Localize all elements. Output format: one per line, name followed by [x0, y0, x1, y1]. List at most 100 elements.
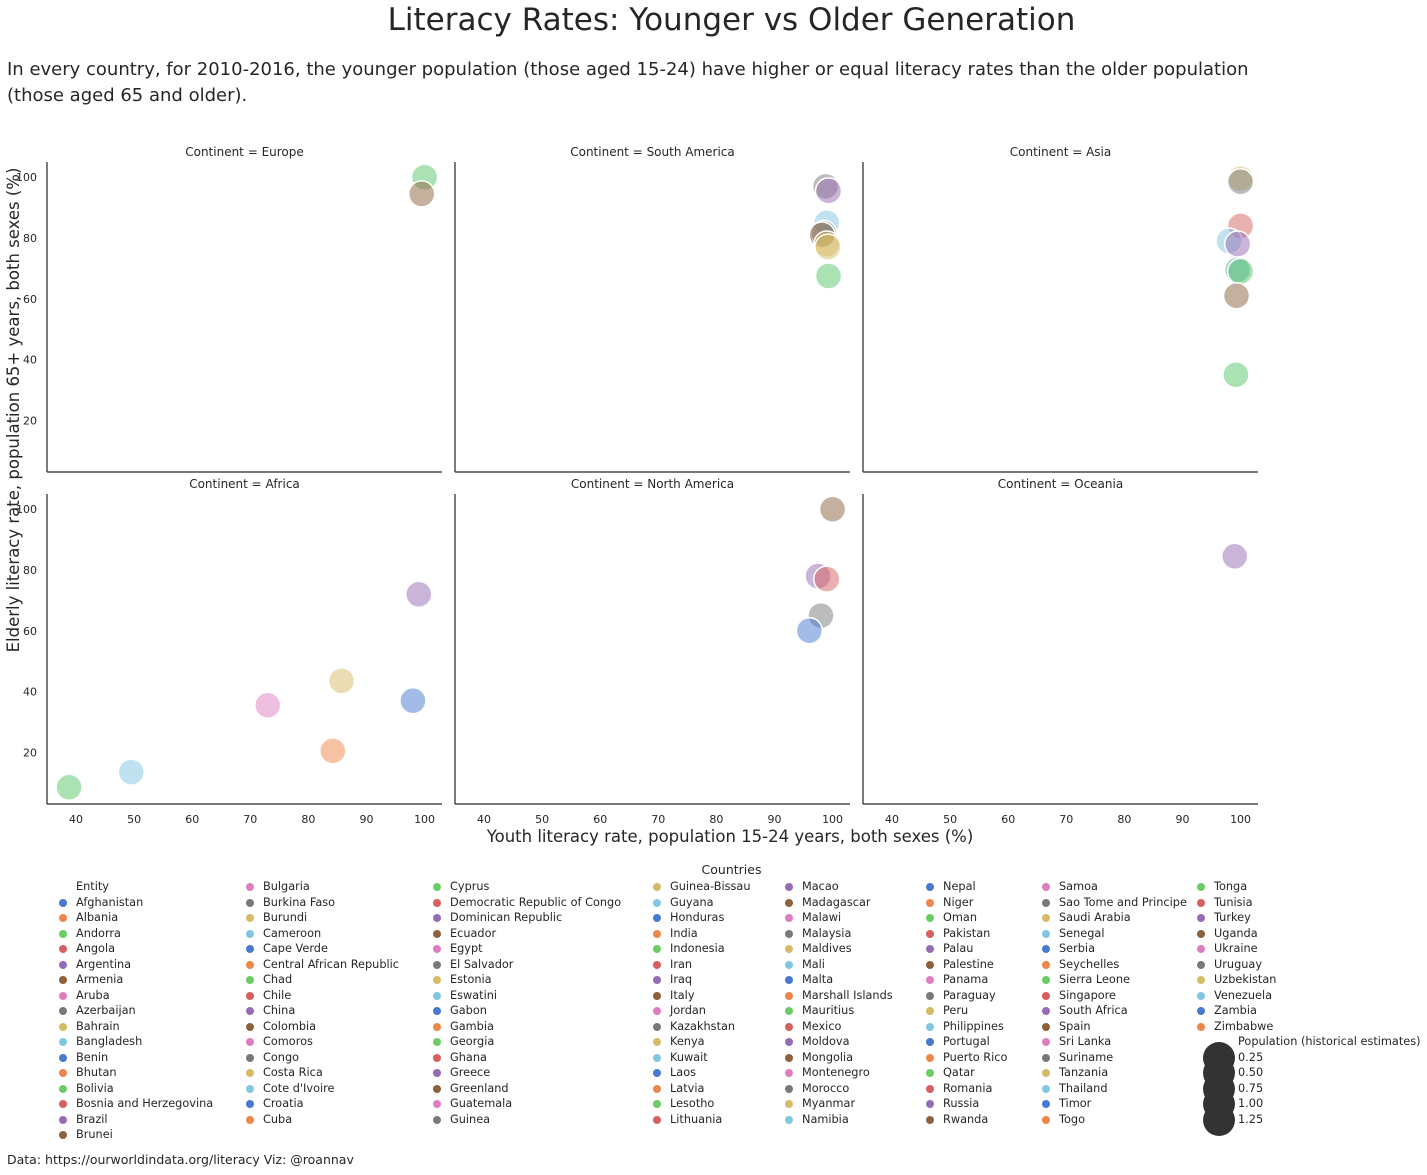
legend-item: Armenia: [53, 972, 283, 988]
legend-label: Central African Republic: [263, 957, 399, 971]
legend-label: Spain: [1059, 1019, 1091, 1033]
legend-item: Samoa: [1036, 879, 1266, 895]
legend-item: Uganda: [1191, 926, 1421, 942]
legend-label: Guyana: [670, 895, 714, 909]
legend-item: Paraguay: [920, 988, 1150, 1004]
legend-item: Romania: [920, 1081, 1150, 1097]
legend-item: Oman: [920, 910, 1150, 926]
panel-title: Continent = North America: [571, 477, 734, 491]
legend-label: Thailand: [1059, 1081, 1108, 1095]
legend-label: Romania: [943, 1081, 993, 1095]
legend-item: Iran: [647, 957, 877, 973]
legend-label: Armenia: [76, 973, 124, 986]
legend-item: China: [240, 1003, 470, 1019]
legend-label: Panama: [943, 973, 989, 986]
legend-item: Jordan: [647, 1003, 877, 1019]
legend-label: Chad: [263, 973, 293, 986]
x-axis-label: Youth literacy rate, population 15-24 ye…: [486, 827, 974, 846]
legend-item: Peru: [920, 1003, 1150, 1019]
size-label: 0.50: [1238, 1066, 1264, 1079]
y-tick-label: 80: [23, 564, 37, 577]
legend-label: Serbia: [1059, 942, 1095, 955]
legend-marker: [926, 1100, 934, 1108]
legend-marker: [1042, 1084, 1050, 1093]
legend-marker: [246, 1084, 254, 1093]
legend-item: Uruguay: [1191, 957, 1421, 973]
legend-marker: [926, 1007, 934, 1015]
legend-marker: [1042, 1007, 1050, 1015]
legend-label: Sierra Leone: [1059, 973, 1130, 986]
data-point: [813, 565, 841, 593]
legend-label: Macao: [802, 880, 839, 893]
legend-label: Philippines: [943, 1019, 1004, 1033]
legend-item: Andorra: [53, 926, 283, 942]
legend-item: Gambia: [427, 1019, 657, 1035]
legend-marker: [926, 960, 934, 969]
legend-label: South Africa: [1059, 1004, 1128, 1017]
legend-item: Brazil: [53, 1112, 283, 1128]
legend-item: Madagascar: [779, 895, 1009, 911]
legend-label: Costa Rica: [263, 1066, 323, 1079]
legend-item: Palestine: [920, 957, 1150, 973]
size-legend-item: 1.00: [1200, 1088, 1427, 1120]
legend-item: Namibia: [779, 1112, 1009, 1128]
legend-label: Namibia: [802, 1112, 849, 1126]
x-tick-label: 80: [709, 813, 723, 826]
legend-item: Maldives: [779, 941, 1009, 957]
legend-label: Chile: [263, 988, 292, 1002]
data-point: [117, 758, 145, 786]
legend-marker: [433, 991, 441, 1000]
legend-label: Madagascar: [802, 895, 871, 909]
panel-5: Continent = North America 40 50 60 70 80 90 100: [454, 477, 850, 826]
legend-item: Iraq: [647, 972, 877, 988]
legend-marker: [785, 1038, 793, 1046]
x-tick-label: 50: [535, 813, 549, 826]
legend-marker: [1197, 1007, 1205, 1015]
legend-marker: [59, 1084, 67, 1093]
legend-header: Entity: [76, 880, 109, 893]
size-label: 0.75: [1238, 1081, 1264, 1095]
legend-label: Saudi Arabia: [1059, 911, 1131, 924]
legend-label: Mongolia: [802, 1050, 854, 1064]
legend-label: Lithuania: [670, 1112, 723, 1126]
legend-marker: [59, 914, 67, 922]
legend-marker: [433, 1007, 441, 1015]
legend-marker: [1197, 976, 1205, 984]
legend-marker: [653, 1069, 661, 1077]
legend-item: Guinea-Bissau: [647, 879, 877, 895]
legend-marker: [926, 1038, 934, 1046]
legend-label: Greece: [450, 1066, 491, 1079]
legend-marker: [433, 1053, 441, 1062]
legend-marker: [59, 945, 67, 953]
legend-marker: [785, 960, 793, 969]
legend-marker: [433, 929, 441, 938]
legend-marker: [246, 1038, 254, 1046]
legend-item: Qatar: [920, 1065, 1150, 1081]
y-axis-label: Elderly literacy rate, population 65+ ye…: [4, 168, 23, 653]
legend-item: Gabon: [427, 1003, 657, 1019]
legend-label: Colombia: [263, 1019, 317, 1033]
legend-item: Macao: [779, 879, 1009, 895]
legend-item: Serbia: [1036, 941, 1266, 957]
legend-marker: [653, 991, 661, 1000]
legend-label: Malta: [802, 973, 834, 986]
x-tick-label: 40: [477, 813, 491, 826]
legend-item: Spain: [1036, 1019, 1266, 1035]
legend-item: Bhutan: [53, 1065, 283, 1081]
legend-item: Singapore: [1036, 988, 1266, 1004]
x-tick-label: 80: [1117, 813, 1131, 826]
legend-label: Gambia: [450, 1019, 494, 1033]
legend-marker: [785, 1100, 793, 1108]
legend-label: Congo: [263, 1050, 300, 1064]
legend-marker: [653, 1038, 661, 1046]
legend-column: Samoa Sao Tome and Principe Saudi Arabia Se…: [1036, 879, 1266, 1127]
legend-label: Togo: [1059, 1112, 1085, 1126]
legend-marker: [926, 1022, 934, 1031]
legend-label: Morocco: [802, 1081, 850, 1095]
legend-item: Eswatini: [427, 988, 657, 1004]
legend-marker: [1197, 898, 1205, 907]
legend-label: Malawi: [802, 911, 842, 924]
legend-label: Venezuela: [1214, 988, 1273, 1002]
legend-label: Indonesia: [670, 942, 725, 955]
legend-label: Iran: [670, 957, 693, 971]
